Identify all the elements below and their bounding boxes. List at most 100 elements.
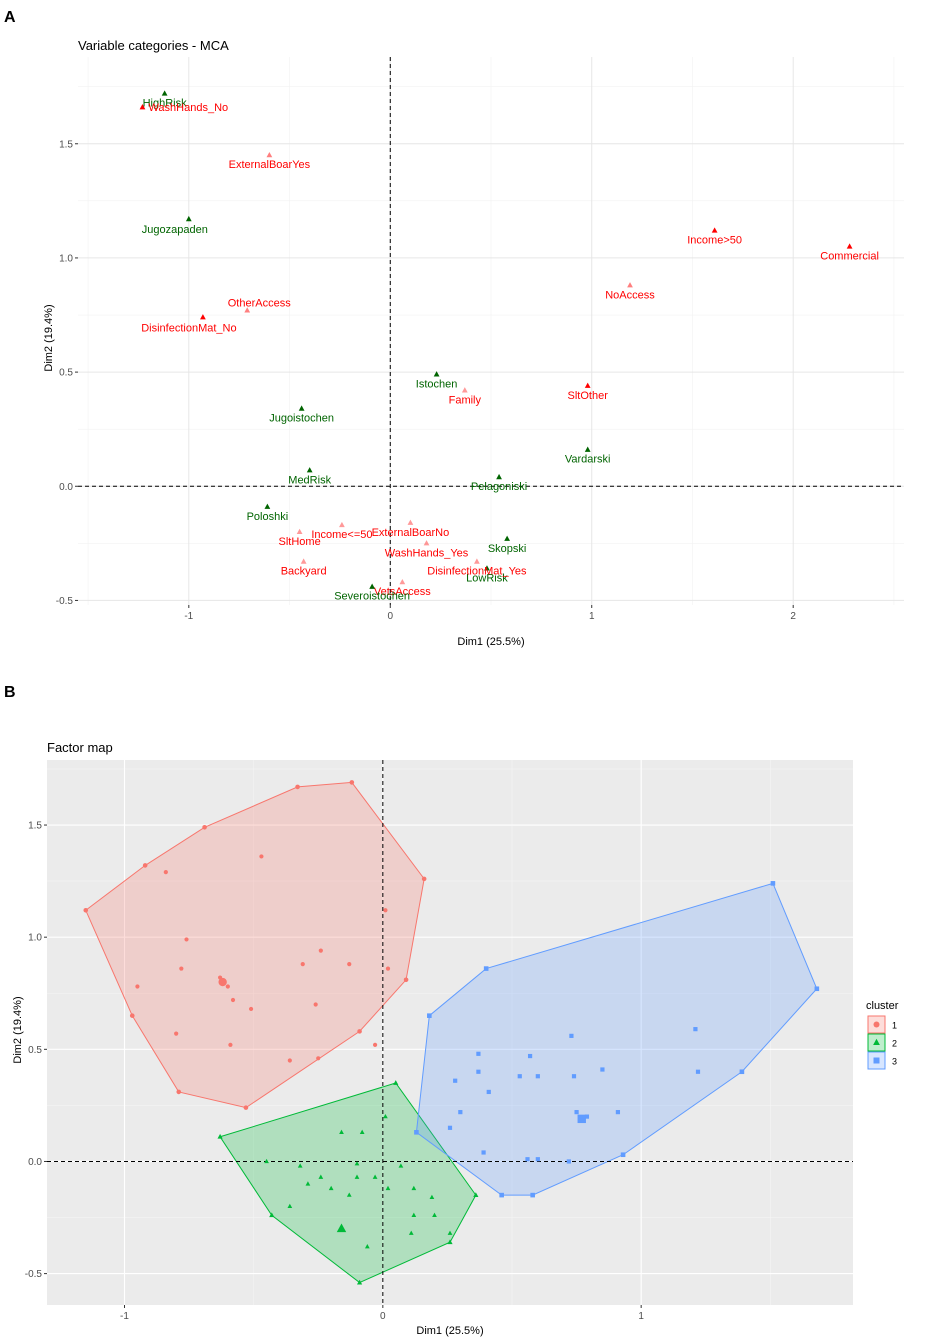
cluster-1-point xyxy=(316,1056,321,1061)
point-pelagoniski xyxy=(496,473,502,480)
cluster-2-point xyxy=(339,1129,344,1135)
legend-label-3: 3 xyxy=(892,1057,897,1067)
point-poloshki xyxy=(264,503,271,509)
label-externalboarno: ExternalBoarNo xyxy=(372,527,450,539)
cluster-2-point xyxy=(328,1185,334,1191)
label-jugoistochen: Jugoistochen xyxy=(269,413,334,425)
label-backyard: Backyard xyxy=(281,566,327,578)
cluster-3-point xyxy=(527,1053,533,1059)
cluster-3-point xyxy=(453,1078,458,1083)
panel-b-ticks: -1 0 1 -0.5 0.0 0.5 1.0 1.5 xyxy=(25,821,645,1322)
label-disinfectionmat-yes: DisinfectionMat_Yes xyxy=(427,566,527,578)
point-vetsaccess xyxy=(399,578,406,585)
cluster-1-hull-vertex xyxy=(295,784,300,790)
panel-a-ticks: -1 0 1 2 -0.5 0.0 0.5 1.0 1.5 xyxy=(56,139,797,622)
panel-a-x-tick-label: 0 xyxy=(387,611,393,622)
label-sltother: SltOther xyxy=(568,390,609,402)
cluster-2-point xyxy=(359,1129,365,1135)
label-poloshki: Poloshki xyxy=(247,511,289,523)
legend-label-2: 2 xyxy=(892,1039,897,1049)
cluster-3-hull-vertex xyxy=(499,1192,504,1198)
label-jugozapaden: Jugozapaden xyxy=(142,224,208,236)
cluster-2-point xyxy=(264,1158,269,1164)
cluster-2-hull-vertex xyxy=(217,1133,223,1139)
cluster-1-hull-vertex xyxy=(202,824,207,830)
panel-a-y-tick-label: 1.0 xyxy=(59,253,73,264)
cluster-3-point xyxy=(574,1110,579,1115)
cluster-1-point xyxy=(135,984,140,989)
label-vetsaccess: VetsAccess xyxy=(374,586,431,598)
panel-b-y-tick-label: 1.0 xyxy=(28,933,42,944)
panel-b-reference-lines xyxy=(47,760,853,1305)
cluster-3-hull-vertex xyxy=(483,966,489,971)
cluster-2-hull-vertex xyxy=(447,1239,453,1245)
label-lowrisk: LowRisk xyxy=(466,572,508,584)
cluster-3-hull xyxy=(415,882,818,1196)
label-medrisk: MedRisk xyxy=(288,474,331,486)
label-vardarski: Vardarski xyxy=(565,454,611,466)
cluster-1-point xyxy=(184,937,189,942)
cluster-3-hull-vertex xyxy=(739,1069,745,1075)
cluster-3-hull-vertex xyxy=(620,1152,626,1158)
cluster-2-point xyxy=(398,1163,404,1168)
point-disinfectionmat-no xyxy=(200,314,206,320)
point-otheraccess xyxy=(244,307,251,313)
cluster-3-point xyxy=(566,1159,571,1164)
panel-a-y-tick-label: 1.5 xyxy=(59,139,73,150)
panel-b-y-tick-label: 0.0 xyxy=(28,1157,42,1168)
cluster-legend: cluster 1 2 3 xyxy=(866,1000,899,1070)
cluster-1-point xyxy=(174,1031,179,1036)
label-highrisk: HighRisk xyxy=(143,98,188,110)
cluster-3-point xyxy=(525,1157,530,1162)
cluster-1-point xyxy=(225,984,230,989)
panel-a-y-tick-label: -0.5 xyxy=(56,596,74,607)
cluster-3-center xyxy=(577,1114,586,1124)
label-pelagoniski: Pelagoniski xyxy=(471,481,527,493)
cluster-2-hull-vertex xyxy=(393,1080,399,1085)
cluster-3-point xyxy=(569,1033,574,1038)
panel-b-y-tick-label: -0.5 xyxy=(25,1269,43,1280)
panel-b-points xyxy=(135,854,701,1249)
point-jugoistochen xyxy=(298,405,305,411)
cluster-1-hull-vertex xyxy=(129,1013,135,1018)
cluster-3-hull-vertex xyxy=(427,1013,432,1018)
cluster-2-center xyxy=(336,1223,347,1233)
point-istochen xyxy=(433,371,440,377)
point-sltother xyxy=(584,382,591,388)
cluster-1-point xyxy=(372,1042,378,1047)
cluster-2-point xyxy=(383,1113,388,1119)
label-washhands-yes: WashHands_Yes xyxy=(385,547,469,559)
cluster-2-point xyxy=(318,1174,324,1179)
cluster-2-point xyxy=(346,1192,352,1197)
cluster-1-hull-vertex xyxy=(243,1105,249,1110)
label-disinfectionmat-no: DisinfectionMat_No xyxy=(141,322,236,334)
cluster-1-point xyxy=(163,870,168,875)
cluster-2-point xyxy=(385,1185,391,1191)
label-istochen: Istochen xyxy=(416,378,458,390)
cluster-3-hull-vertex xyxy=(814,986,820,992)
cluster-3-point xyxy=(693,1027,698,1032)
cluster-2-hull-vertex xyxy=(356,1279,363,1285)
cluster-2-point xyxy=(411,1212,417,1217)
cluster-3-point xyxy=(584,1114,590,1119)
cluster-3-hull-vertex xyxy=(414,1130,419,1135)
panel-b-title: Factor map xyxy=(47,740,113,755)
cluster-2-hull-vertex xyxy=(473,1192,479,1197)
legend-marker-2 xyxy=(873,1038,880,1045)
cluster-2-point xyxy=(305,1181,311,1186)
cluster-3-point xyxy=(600,1067,605,1072)
cluster-2-point xyxy=(429,1194,435,1200)
cluster-1-hull-vertex xyxy=(403,977,409,983)
cluster-3-point xyxy=(447,1125,453,1130)
label-skopski: Skopski xyxy=(488,543,527,555)
label-noaccess: NoAccess xyxy=(605,289,655,301)
cluster-3-point xyxy=(535,1157,540,1162)
cluster-1-point xyxy=(318,948,323,953)
label-slthome: SltHome xyxy=(279,536,321,548)
label-income-50: Income>50 xyxy=(687,235,742,247)
cluster-3-point xyxy=(476,1051,481,1056)
cluster-2-point xyxy=(354,1161,360,1166)
cluster-1-point xyxy=(179,966,184,971)
panel-a-x-tick-label: 1 xyxy=(589,611,595,622)
